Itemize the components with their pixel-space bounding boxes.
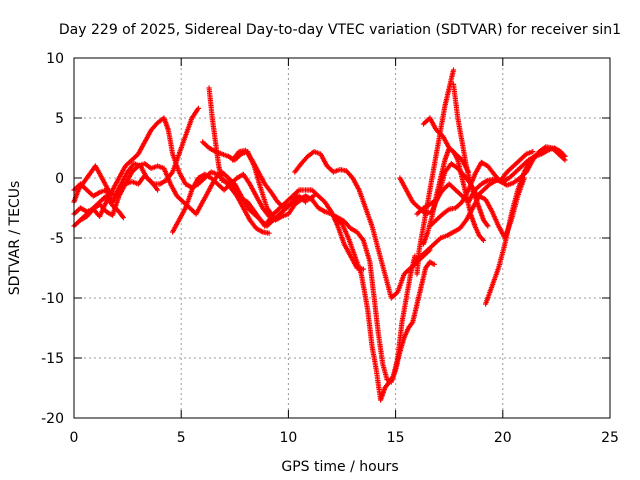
data-series [71, 67, 568, 403]
series-markers [292, 149, 433, 301]
series-arc11 [292, 149, 433, 301]
series-arc10 [277, 193, 437, 385]
y-axis-label: SDTVAR / TECUs [7, 181, 23, 296]
x-tick-label: 15 [387, 430, 405, 446]
series-arc18 [414, 67, 457, 277]
chart-title: Day 229 of 2025, Sidereal Day-to-day VTE… [59, 22, 621, 38]
series-markers [333, 217, 418, 403]
y-tick-label: -5 [50, 231, 64, 247]
series-markers [414, 67, 457, 277]
y-tick-label: -15 [41, 351, 64, 367]
axis-ticks: 0 5 10 15 20 25 -20 -15 -10 -5 0 5 10 [41, 51, 619, 446]
y-tick-label: 0 [55, 171, 64, 187]
x-tick-label: 5 [177, 430, 186, 446]
y-tick-label: -10 [41, 291, 64, 307]
x-tick-label: 25 [601, 430, 619, 446]
y-tick-label: -20 [41, 411, 64, 427]
series-arc12 [333, 217, 418, 403]
series-arc21 [420, 115, 472, 175]
x-tick-label: 20 [494, 430, 512, 446]
series-markers [277, 193, 437, 385]
x-tick-label: 0 [70, 430, 79, 446]
series-arc20 [483, 151, 540, 307]
series-markers [483, 151, 540, 307]
x-axis-label: GPS time / hours [281, 459, 398, 475]
y-tick-label: 10 [46, 51, 64, 67]
series-markers [420, 115, 472, 175]
x-tick-label: 10 [279, 430, 297, 446]
y-tick-label: 5 [55, 111, 64, 127]
